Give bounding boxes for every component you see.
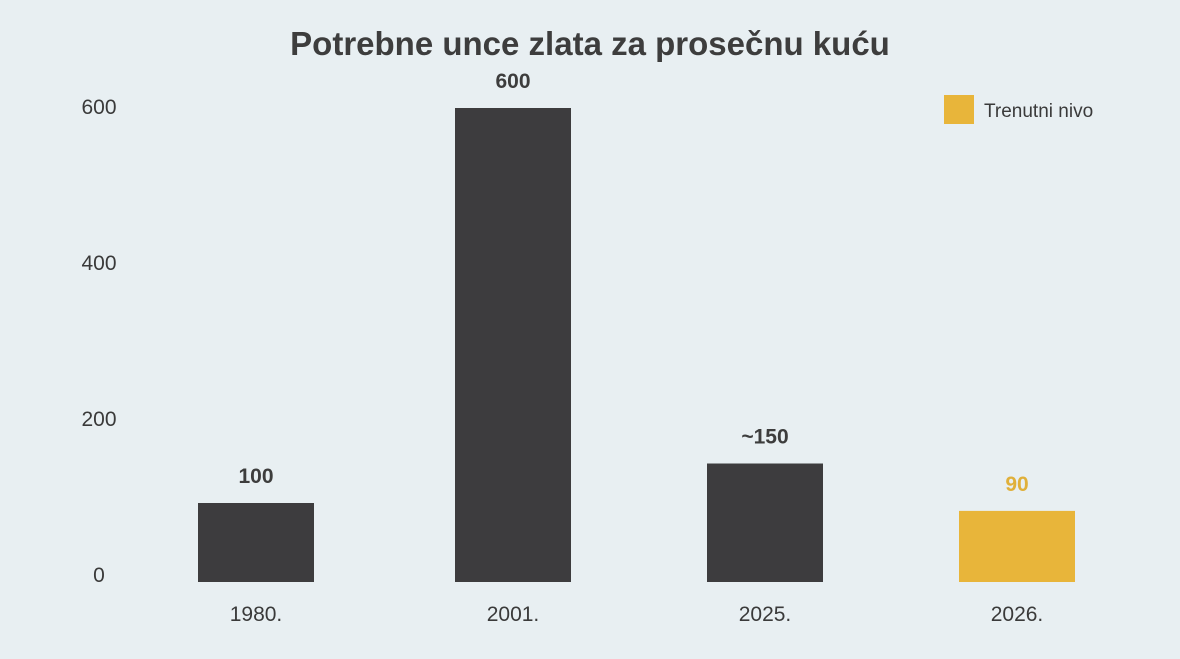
y-tick-label: 200: [81, 408, 116, 431]
value-labels: 100 600 ~150 90: [238, 70, 1028, 496]
bar-value-label: ~150: [741, 426, 788, 449]
y-tick-label: 600: [81, 96, 116, 119]
bar: [959, 510, 1075, 582]
bars: [198, 108, 1075, 582]
y-axis: 0 200 400 600: [81, 96, 116, 587]
legend-label: Trenutni nivo: [984, 101, 1093, 122]
legend: Trenutni nivo: [944, 95, 1093, 124]
legend-swatch: [944, 95, 974, 124]
bar-value-label: 100: [238, 465, 273, 488]
bar: [198, 503, 314, 582]
bar: [455, 108, 571, 582]
chart-title: Potrebne unce zlata za prosečnu kuću: [290, 25, 890, 62]
x-axis: 1980. 2001. 2025. 2026.: [230, 603, 1044, 626]
x-tick-label: 2025.: [739, 603, 792, 626]
y-tick-label: 400: [81, 252, 116, 275]
x-tick-label: 2001.: [487, 603, 540, 626]
bar-value-label: 90: [1005, 473, 1028, 496]
bar: [707, 463, 823, 582]
x-tick-label: 1980.: [230, 603, 283, 626]
x-tick-label: 2026.: [991, 603, 1044, 626]
bar-value-label: 600: [495, 70, 530, 93]
y-tick-label: 0: [93, 564, 105, 587]
